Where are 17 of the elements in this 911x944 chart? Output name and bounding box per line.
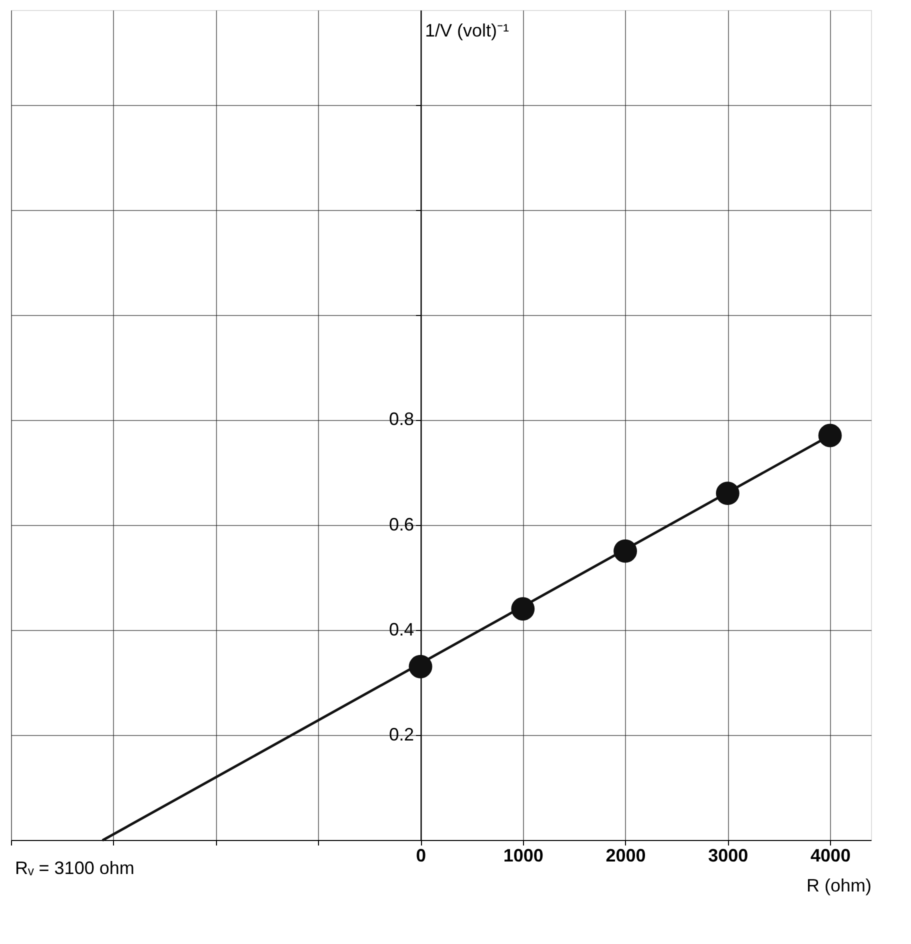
point bbox=[614, 539, 638, 563]
point bbox=[511, 597, 535, 621]
y-tick-label: 0.8 bbox=[388, 409, 414, 430]
point bbox=[408, 654, 432, 678]
x-axis-title: R (ohm) bbox=[806, 876, 872, 896]
x-tick-label: 2000 bbox=[606, 846, 646, 866]
x-tick-label: 4000 bbox=[810, 846, 851, 866]
x-tick-label: 0 bbox=[416, 846, 426, 866]
x-tick-label: 3000 bbox=[708, 846, 748, 866]
x-tick-label: 1000 bbox=[503, 846, 544, 866]
text: Rᵥ = 3100 ohm bbox=[15, 858, 134, 878]
y-axis-title: 1/V (volt)⁻¹ bbox=[425, 20, 510, 40]
y-tick-label: 0.2 bbox=[388, 724, 414, 744]
y-tick-label: 0.4 bbox=[388, 619, 414, 640]
point bbox=[716, 482, 740, 505]
y-tick-label: 0.6 bbox=[388, 514, 414, 534]
point bbox=[818, 424, 842, 448]
